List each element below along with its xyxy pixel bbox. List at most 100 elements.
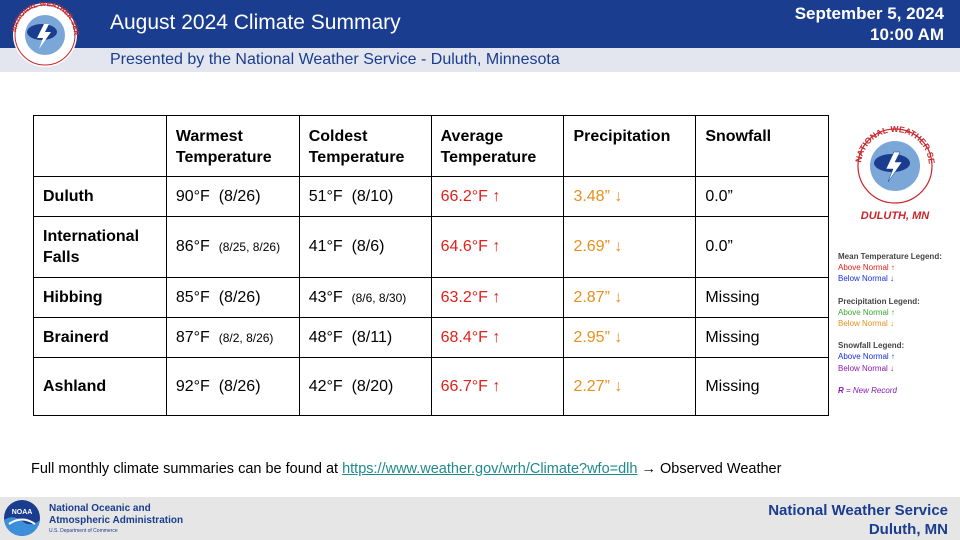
header-cell-coldest: Coldest Temperature xyxy=(298,115,432,177)
snowfall-cell: Missing xyxy=(695,277,829,318)
footer-office-line2: Duluth, MN xyxy=(868,521,948,538)
table-header-row: Warmest Temperature Coldest Temperature … xyxy=(33,115,829,177)
precip-cell: 3.48” ↓ xyxy=(563,176,697,217)
snowfall-cell: 0.0” xyxy=(695,216,829,278)
coldest-date: (8/10) xyxy=(351,187,394,205)
noaa-name: National Oceanic and Atmospheric Adminis… xyxy=(49,503,183,526)
header-cell-average: Average Temperature xyxy=(430,115,565,177)
coldest-cell: 41°F (8/6) xyxy=(298,216,432,278)
warmest-date: (8/2, 8/26) xyxy=(218,330,274,345)
table-row: Duluth 90°F (8/26) 51°F (8/10) 66.2°F ↑ … xyxy=(33,176,829,217)
snow-legend-title: Snowfall Legend: xyxy=(838,341,905,351)
footnote-text: Full monthly climate summaries can be fo… xyxy=(31,461,343,477)
noaa-line2: Atmospheric Administration xyxy=(49,514,184,526)
precip-cell: 2.87” ↓ xyxy=(563,277,697,318)
warmest-date: (8/25, 8/26) xyxy=(218,240,281,254)
slide-footer: NOAA National Oceanic and Atmospheric Ad… xyxy=(0,497,960,540)
warmest-cell: 86°F (8/25, 8/26) xyxy=(165,216,300,278)
climate-link[interactable]: https://www.weather.gov/wrh/Climate?wfo=… xyxy=(342,461,638,477)
warmest-cell: 87°F (8/2, 8/26) xyxy=(165,317,300,358)
noaa-line1: National Oceanic and xyxy=(49,503,151,514)
warmest-value: 86°F xyxy=(175,238,210,255)
warmest-date: (8/26) xyxy=(218,288,261,306)
average-cell: 66.7°F ↑ xyxy=(430,357,565,416)
average-cell: 64.6°F ↑ xyxy=(430,216,565,278)
record-text: = New Record xyxy=(843,385,897,395)
header-band xyxy=(0,0,960,48)
report-date: September 5, 2024 xyxy=(794,4,944,23)
footer-office: National Weather Service Duluth, MN xyxy=(768,501,948,539)
header-subband xyxy=(0,48,960,72)
record-letter: R xyxy=(838,385,844,395)
footnote-suffix: → Observed Weather xyxy=(637,461,782,477)
coldest-value: 41°F xyxy=(308,238,343,255)
nws-duluth-logo-icon: NATIONAL WEATHER SERVICE DULUTH, MN xyxy=(850,122,937,222)
warmest-date: (8/26) xyxy=(218,187,261,205)
city-cell: International Falls xyxy=(33,216,167,278)
table-row: Ashland 92°F (8/26) 42°F (8/20) 66.7°F ↑… xyxy=(33,357,829,416)
page-subtitle: Presented by the National Weather Servic… xyxy=(110,51,560,68)
average-cell: 68.4°F ↑ xyxy=(430,317,565,358)
coldest-cell: 48°F (8/11) xyxy=(298,317,432,358)
mean-temp-legend-title: Mean Temperature Legend: xyxy=(838,252,942,261)
warmest-value: 90°F xyxy=(175,187,210,205)
coldest-cell: 43°F (8/6, 8/30) xyxy=(298,277,432,318)
side-logo-caption: DULUTH, MN xyxy=(861,210,930,222)
table-row: Hibbing 85°F (8/26) 43°F (8/6, 8/30) 63.… xyxy=(33,277,829,318)
warmest-date: (8/26) xyxy=(218,377,261,395)
precip-legend-above: Above Normal ↑ xyxy=(838,307,895,317)
city-cell: Ashland xyxy=(33,357,167,416)
coldest-cell: 42°F (8/20) xyxy=(298,357,432,416)
page-title: August 2024 Climate Summary xyxy=(110,11,401,34)
precip-legend-below: Below Normal ↓ xyxy=(838,319,895,329)
header-cell-blank xyxy=(33,115,167,177)
coldest-value: 42°F xyxy=(308,377,343,395)
nws-logo-icon: NATIONAL WEATHER SERVICE xyxy=(6,2,79,67)
warmest-cell: 90°F (8/26) xyxy=(165,176,300,217)
snowfall-cell: Missing xyxy=(695,357,829,416)
coldest-value: 48°F xyxy=(308,328,343,346)
coldest-value: 51°F xyxy=(308,187,343,205)
coldest-date: (8/11) xyxy=(351,328,393,346)
warmest-value: 87°F xyxy=(175,328,210,346)
climate-table: Warmest Temperature Coldest Temperature … xyxy=(33,115,829,416)
table-row: International Falls 86°F (8/25, 8/26) 41… xyxy=(33,216,829,278)
record-legend: R = New Record xyxy=(838,385,958,396)
warmest-cell: 85°F (8/26) xyxy=(165,277,300,318)
slide-header: NATIONAL WEATHER SERVICE August 2024 Cli… xyxy=(0,0,960,72)
coldest-date: (8/6) xyxy=(351,238,385,255)
footer-office-line1: National Weather Service xyxy=(768,502,948,519)
mean-temp-legend-above: Above Normal ↑ xyxy=(838,263,895,273)
snow-legend-below: Below Normal ↓ xyxy=(838,363,895,373)
precip-cell: 2.69” ↓ xyxy=(563,216,697,278)
header-cell-snowfall: Snowfall xyxy=(695,115,829,177)
coldest-cell: 51°F (8/10) xyxy=(298,176,432,217)
precip-cell: 2.95” ↓ xyxy=(563,317,697,358)
precip-cell: 2.27” ↓ xyxy=(563,357,697,416)
average-cell: 66.2°F ↑ xyxy=(430,176,565,217)
noaa-logo-icon: NOAA xyxy=(4,500,40,536)
header-cell-warmest: Warmest Temperature xyxy=(165,115,300,177)
noaa-badge-text: NOAA xyxy=(12,509,33,516)
table-row: Brainerd 87°F (8/2, 8/26) 48°F (8/11) 68… xyxy=(33,317,829,358)
footnote: Full monthly climate summaries can be fo… xyxy=(31,461,781,477)
noaa-department: U.S. Department of Commerce xyxy=(49,528,118,534)
city-cell: Brainerd xyxy=(33,317,167,358)
city-cell: Duluth xyxy=(33,176,167,217)
report-time: 10:00 AM xyxy=(869,25,944,44)
header-cell-precip: Precipitation xyxy=(563,115,697,177)
legend-panel: Mean Temperature Legend: Above Normal ↑ … xyxy=(838,251,958,396)
coldest-date: (8/6, 8/30) xyxy=(351,290,407,305)
warmest-value: 85°F xyxy=(175,288,210,306)
warmest-value: 92°F xyxy=(175,377,210,395)
snowfall-cell: 0.0” xyxy=(695,176,829,217)
mean-temp-legend-below: Below Normal ↓ xyxy=(838,274,895,284)
date-block: September 5, 2024 10:00 AM xyxy=(795,3,944,45)
average-cell: 63.2°F ↑ xyxy=(430,277,565,318)
coldest-value: 43°F xyxy=(308,288,343,306)
warmest-cell: 92°F (8/26) xyxy=(165,357,300,416)
city-cell: Hibbing xyxy=(33,277,167,318)
precip-legend-title: Precipitation Legend: xyxy=(838,296,920,306)
snow-legend-above: Above Normal ↑ xyxy=(838,352,895,362)
snowfall-cell: Missing xyxy=(695,317,829,358)
